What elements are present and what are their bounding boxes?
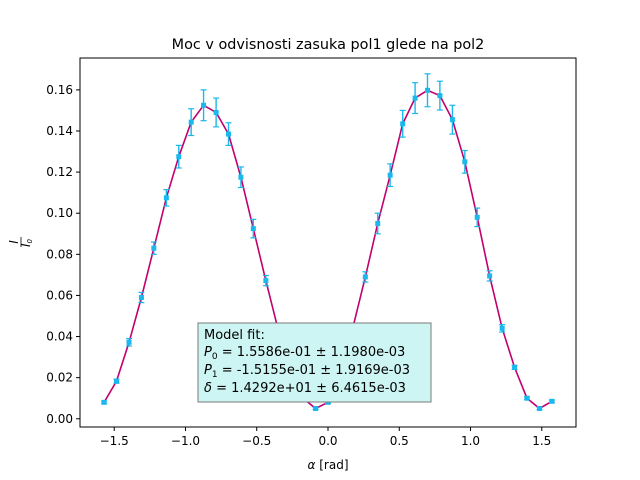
x-tick-label: 0.5 [390, 434, 409, 448]
data-marker [424, 87, 430, 93]
data-point [362, 271, 369, 283]
chart-title: Moc v odvisnosti zasuka pol1 glede na po… [172, 37, 485, 53]
data-marker [549, 398, 555, 404]
data-point [412, 82, 419, 115]
y-tick-label: 0.10 [46, 206, 73, 220]
data-marker [226, 131, 232, 137]
data-marker [188, 119, 194, 125]
data-point [387, 163, 394, 188]
y-tick-label: 0.04 [46, 330, 73, 344]
data-point [424, 73, 431, 108]
data-marker [400, 121, 406, 127]
x-axis-label-unit: [rad] [319, 458, 348, 472]
y-tick-label: 0.14 [46, 124, 73, 138]
data-point [499, 324, 506, 333]
data-marker [263, 278, 269, 284]
data-point [113, 378, 120, 384]
data-point [163, 188, 170, 207]
y-tick-label: 0.02 [46, 371, 73, 385]
y-tick-label: 0.12 [46, 165, 73, 179]
data-point [536, 405, 543, 411]
data-marker [113, 378, 119, 384]
x-axis-label: α [rad] [307, 458, 348, 472]
data-point [101, 399, 108, 405]
data-marker [201, 102, 207, 108]
data-point [511, 364, 518, 371]
x-tick-label: −0.5 [242, 434, 271, 448]
plot-frame [79, 57, 577, 428]
data-point [200, 89, 207, 122]
data-point [374, 212, 381, 235]
data-marker [138, 294, 144, 300]
x-tick-label: 1.0 [461, 434, 480, 448]
data-marker [313, 405, 319, 411]
data-point [250, 218, 257, 239]
fit-annotation: Model fit: P0 = 1.5586e-01 ± 1.1980e-03 … [197, 322, 432, 403]
y-axis-label-denominator: I0 [19, 238, 34, 247]
data-points-group [101, 73, 555, 411]
data-marker [238, 174, 244, 180]
data-point [523, 395, 530, 401]
y-tick-label: 0.00 [46, 412, 73, 426]
data-marker [437, 93, 443, 99]
y-tick-label: 0.06 [46, 288, 73, 302]
data-point [126, 338, 133, 347]
data-point [436, 80, 443, 111]
fit-annotation-p1: P1 = -1.5155e-01 ± 1.9169e-03 [204, 363, 410, 380]
y-axis-label: I I0 [7, 237, 34, 247]
data-point [486, 270, 493, 282]
data-marker [487, 273, 493, 279]
data-point [399, 109, 406, 138]
data-marker [499, 325, 505, 331]
data-marker [512, 364, 518, 370]
data-marker [474, 214, 480, 220]
data-point [188, 108, 195, 137]
y-axis-label-numerator: I [7, 240, 21, 244]
axes-group: −1.5 −1.0 −0.5 0.0 0.5 1.0 1.5 0.00 0.02 0.04 0.06… [46, 83, 551, 448]
data-marker [387, 172, 393, 178]
data-point [548, 398, 555, 404]
data-marker [101, 399, 107, 405]
data-marker [213, 109, 219, 115]
fit-annotation-p0: P0 = 1.5586e-01 ± 1.1980e-03 [204, 345, 405, 362]
data-point [225, 122, 232, 146]
data-point [449, 104, 456, 135]
x-tick-label: 0.0 [318, 434, 337, 448]
data-marker [524, 395, 530, 401]
data-marker [462, 159, 468, 165]
data-marker [163, 195, 169, 201]
data-marker [375, 220, 381, 226]
y-tick-label: 0.08 [46, 247, 73, 261]
fit-annotation-box [197, 322, 432, 403]
data-marker [362, 274, 368, 280]
data-point [175, 144, 182, 169]
x-tick-label: 1.5 [532, 434, 551, 448]
x-axis-label-symbol: α [307, 458, 315, 472]
data-point [138, 291, 145, 304]
y-tick-label: 0.16 [46, 83, 73, 97]
data-marker [151, 245, 157, 251]
data-point [213, 97, 220, 128]
data-point [237, 166, 244, 189]
x-tick-label: −1.0 [171, 434, 200, 448]
data-marker [412, 95, 418, 101]
fit-annotation-delta: δ = 1.4292e+01 ± 6.4615e-03 [204, 381, 406, 396]
data-marker [250, 226, 256, 232]
data-point [312, 405, 319, 411]
data-marker [126, 339, 132, 345]
data-marker [537, 405, 543, 411]
data-point [262, 274, 269, 287]
data-point [461, 149, 468, 174]
fit-annotation-title: Model fit: [204, 328, 265, 343]
data-point [150, 241, 157, 255]
data-marker [449, 117, 455, 123]
x-tick-label: −1.5 [100, 434, 129, 448]
data-point [474, 207, 481, 228]
data-marker [176, 154, 182, 160]
